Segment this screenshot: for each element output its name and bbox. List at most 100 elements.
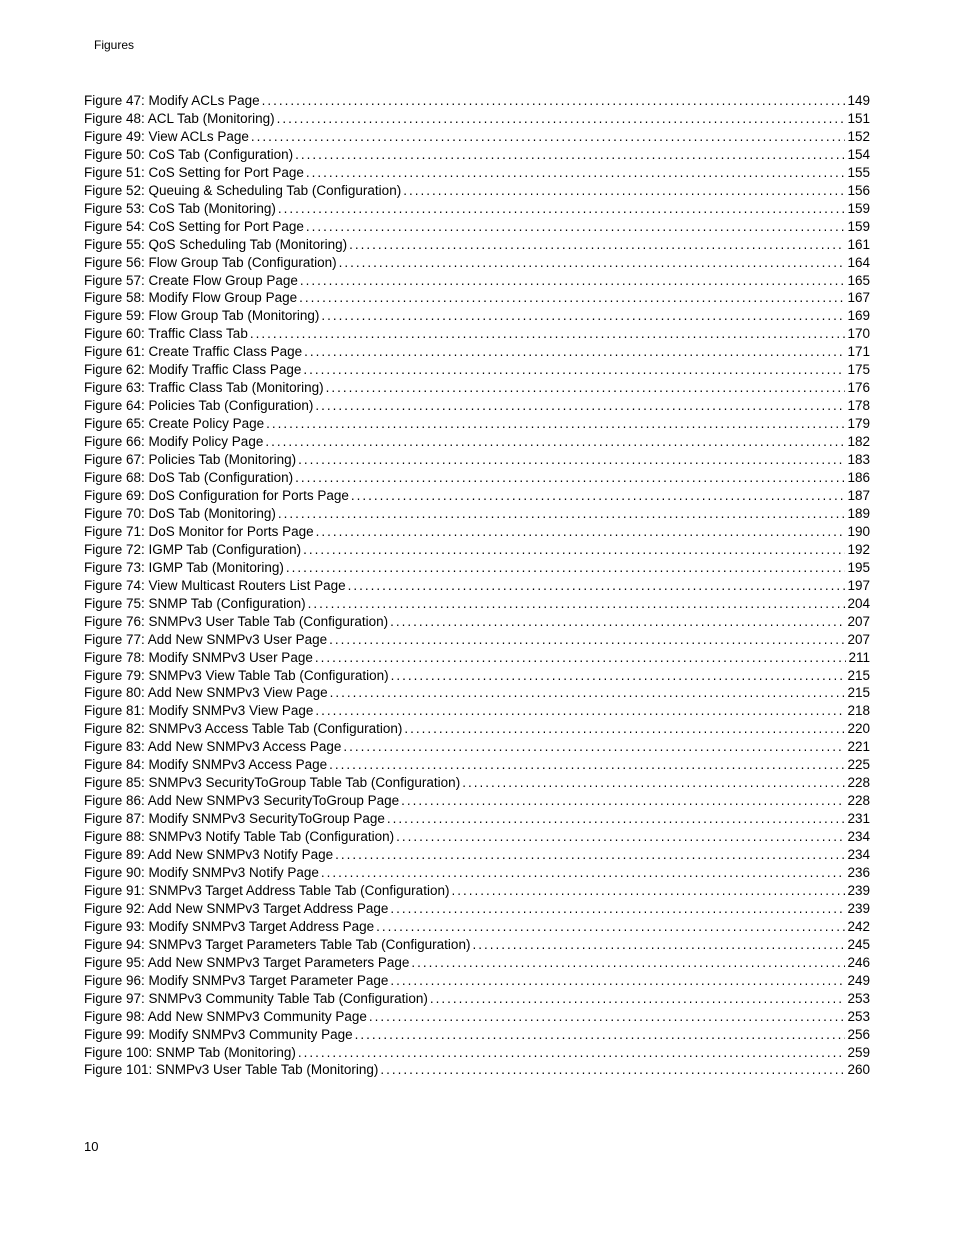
toc-entry[interactable]: Figure 86: Add New SNMPv3 SecurityToGrou… — [84, 792, 870, 810]
toc-entry-leader — [278, 505, 846, 523]
toc-entry[interactable]: Figure 67: Policies Tab (Monitoring) 183 — [84, 451, 870, 469]
toc-entry-page: 228 — [847, 792, 870, 810]
toc-entry[interactable]: Figure 88: SNMPv3 Notify Table Tab (Conf… — [84, 828, 870, 846]
toc-entry[interactable]: Figure 74: View Multicast Routers List P… — [84, 577, 870, 595]
toc-entry-leader — [286, 559, 846, 577]
toc-entry-page: 236 — [847, 864, 870, 882]
toc-entry[interactable]: Figure 76: SNMPv3 User Table Tab (Config… — [84, 613, 870, 631]
toc-entry-leader — [315, 397, 845, 415]
toc-entry-page: 186 — [847, 469, 870, 487]
toc-entry-leader — [349, 236, 845, 254]
toc-entry[interactable]: Figure 87: Modify SNMPv3 SecurityToGroup… — [84, 810, 870, 828]
toc-entry-label: Figure 85: SNMPv3 SecurityToGroup Table … — [84, 774, 460, 792]
toc-entry-label: Figure 47: Modify ACLs Page — [84, 92, 260, 110]
toc-entry-leader — [387, 810, 846, 828]
toc-entry-page: 159 — [847, 200, 870, 218]
toc-entry[interactable]: Figure 96: Modify SNMPv3 Target Paramete… — [84, 972, 870, 990]
toc-entry[interactable]: Figure 55: QoS Scheduling Tab (Monitorin… — [84, 236, 870, 254]
toc-entry[interactable]: Figure 77: Add New SNMPv3 User Page 207 — [84, 631, 870, 649]
toc-entry[interactable]: Figure 84: Modify SNMPv3 Access Page 225 — [84, 756, 870, 774]
toc-entry-label: Figure 75: SNMP Tab (Configuration) — [84, 595, 306, 613]
toc-entry-page: 256 — [847, 1026, 870, 1044]
toc-entry-page: 242 — [847, 918, 870, 936]
toc-entry[interactable]: Figure 101: SNMPv3 User Table Tab (Monit… — [84, 1061, 870, 1079]
toc-entry[interactable]: Figure 100: SNMP Tab (Monitoring) 259 — [84, 1044, 870, 1062]
toc-entry[interactable]: Figure 97: SNMPv3 Community Table Tab (C… — [84, 990, 870, 1008]
toc-entry[interactable]: Figure 82: SNMPv3 Access Table Tab (Conf… — [84, 720, 870, 738]
toc-entry-page: 159 — [847, 218, 870, 236]
toc-entry-leader — [326, 379, 846, 397]
toc-entry[interactable]: Figure 65: Create Policy Page 179 — [84, 415, 870, 433]
toc-entry[interactable]: Figure 79: SNMPv3 View Table Tab (Config… — [84, 667, 870, 685]
toc-entry[interactable]: Figure 51: CoS Setting for Port Page 155 — [84, 164, 870, 182]
toc-entry[interactable]: Figure 56: Flow Group Tab (Configuration… — [84, 254, 870, 272]
toc-entry[interactable]: Figure 47: Modify ACLs Page 149 — [84, 92, 870, 110]
toc-entry[interactable]: Figure 50: CoS Tab (Configuration) 154 — [84, 146, 870, 164]
toc-entry[interactable]: Figure 52: Queuing & Scheduling Tab (Con… — [84, 182, 870, 200]
toc-entry[interactable]: Figure 93: Modify SNMPv3 Target Address … — [84, 918, 870, 936]
toc-entry[interactable]: Figure 72: IGMP Tab (Configuration) 192 — [84, 541, 870, 559]
toc-entry[interactable]: Figure 78: Modify SNMPv3 User Page 211 — [84, 649, 870, 667]
toc-entry[interactable]: Figure 58: Modify Flow Group Page 167 — [84, 289, 870, 307]
toc-entry-page: 215 — [847, 667, 870, 685]
toc-entry[interactable]: Figure 90: Modify SNMPv3 Notify Page 236 — [84, 864, 870, 882]
toc-entry-page: 167 — [847, 289, 870, 307]
toc-entry-label: Figure 83: Add New SNMPv3 Access Page — [84, 738, 341, 756]
toc-entry[interactable]: Figure 48: ACL Tab (Monitoring) 151 — [84, 110, 870, 128]
toc-entry[interactable]: Figure 89: Add New SNMPv3 Notify Page 23… — [84, 846, 870, 864]
toc-entry[interactable]: Figure 81: Modify SNMPv3 View Page 218 — [84, 702, 870, 720]
toc-entry-leader — [315, 649, 847, 667]
toc-entry-label: Figure 96: Modify SNMPv3 Target Paramete… — [84, 972, 388, 990]
toc-entry-page: 189 — [847, 505, 870, 523]
toc-entry[interactable]: Figure 92: Add New SNMPv3 Target Address… — [84, 900, 870, 918]
toc-entry-label: Figure 99: Modify SNMPv3 Community Page — [84, 1026, 353, 1044]
toc-entry-label: Figure 71: DoS Monitor for Ports Page — [84, 523, 314, 541]
toc-entry-leader — [430, 990, 846, 1008]
toc-entry-page: 192 — [847, 541, 870, 559]
toc-entry[interactable]: Figure 59: Flow Group Tab (Monitoring)16… — [84, 307, 870, 325]
toc-entry[interactable]: Figure 53: CoS Tab (Monitoring) 159 — [84, 200, 870, 218]
toc-entry-page: 207 — [847, 631, 870, 649]
toc-entry-leader — [321, 307, 845, 325]
toc-entry[interactable]: Figure 73: IGMP Tab (Monitoring) 195 — [84, 559, 870, 577]
toc-entry-label: Figure 65: Create Policy Page — [84, 415, 264, 433]
toc-entry[interactable]: Figure 94: SNMPv3 Target Parameters Tabl… — [84, 936, 870, 954]
toc-entry-label: Figure 72: IGMP Tab (Configuration) — [84, 541, 301, 559]
toc-entry-label: Figure 52: Queuing & Scheduling Tab (Con… — [84, 182, 401, 200]
toc-entry-label: Figure 51: CoS Setting for Port Page — [84, 164, 304, 182]
toc-entry-page: 164 — [847, 254, 870, 272]
toc-entry[interactable]: Figure 80: Add New SNMPv3 View Page 215 — [84, 684, 870, 702]
toc-entry-label: Figure 86: Add New SNMPv3 SecurityToGrou… — [84, 792, 399, 810]
toc-entry[interactable]: Figure 61: Create Traffic Class Page171 — [84, 343, 870, 361]
toc-entry-label: Figure 91: SNMPv3 Target Address Table T… — [84, 882, 449, 900]
toc-entry-leader — [315, 702, 845, 720]
toc-entry[interactable]: Figure 99: Modify SNMPv3 Community Page 2… — [84, 1026, 870, 1044]
toc-entry-label: Figure 89: Add New SNMPv3 Notify Page — [84, 846, 333, 864]
toc-entry[interactable]: Figure 69: DoS Configuration for Ports P… — [84, 487, 870, 505]
toc-entry[interactable]: Figure 98: Add New SNMPv3 Community Page… — [84, 1008, 870, 1026]
toc-entry[interactable]: Figure 71: DoS Monitor for Ports Page 19… — [84, 523, 870, 541]
toc-entry-page: 195 — [847, 559, 870, 577]
toc-entry[interactable]: Figure 64: Policies Tab (Configuration) … — [84, 397, 870, 415]
toc-entry[interactable]: Figure 68: DoS Tab (Configuration) 186 — [84, 469, 870, 487]
toc-entry[interactable]: Figure 75: SNMP Tab (Configuration) 204 — [84, 595, 870, 613]
toc-entry[interactable]: Figure 63: Traffic Class Tab (Monitoring… — [84, 379, 870, 397]
toc-entry[interactable]: Figure 70: DoS Tab (Monitoring) 189 — [84, 505, 870, 523]
toc-entry-label: Figure 62: Modify Traffic Class Page — [84, 361, 301, 379]
toc-entry-leader — [401, 792, 845, 810]
toc-entry[interactable]: Figure 62: Modify Traffic Class Page175 — [84, 361, 870, 379]
toc-entry[interactable]: Figure 54: CoS Setting for Port Page 159 — [84, 218, 870, 236]
toc-entry-leader — [343, 738, 845, 756]
toc-entry[interactable]: Figure 85: SNMPv3 SecurityToGroup Table … — [84, 774, 870, 792]
toc-entry[interactable]: Figure 95: Add New SNMPv3 Target Paramet… — [84, 954, 870, 972]
toc-entry[interactable]: Figure 60: Traffic Class Tab170 — [84, 325, 870, 343]
toc-entry-leader — [329, 631, 845, 649]
toc-entry-leader — [251, 128, 846, 146]
toc-entry-label: Figure 81: Modify SNMPv3 View Page — [84, 702, 313, 720]
toc-entry[interactable]: Figure 49: View ACLs Page 152 — [84, 128, 870, 146]
toc-entry[interactable]: Figure 83: Add New SNMPv3 Access Page 22… — [84, 738, 870, 756]
toc-entry[interactable]: Figure 91: SNMPv3 Target Address Table T… — [84, 882, 870, 900]
toc-entry[interactable]: Figure 57: Create Flow Group Page 165 — [84, 272, 870, 290]
toc-entry[interactable]: Figure 66: Modify Policy Page 182 — [84, 433, 870, 451]
toc-entry-page: 253 — [847, 1008, 870, 1026]
